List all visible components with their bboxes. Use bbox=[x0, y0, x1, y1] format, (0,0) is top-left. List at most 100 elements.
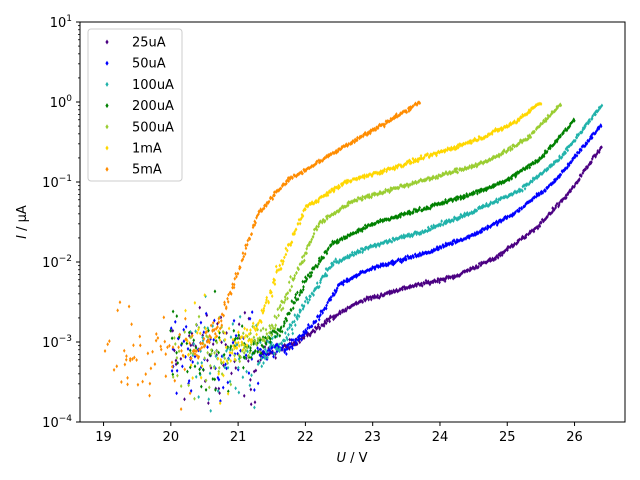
data-point bbox=[330, 242, 333, 247]
data-point bbox=[458, 142, 462, 147]
series-100uA bbox=[189, 103, 604, 413]
data-point bbox=[408, 182, 412, 187]
data-point bbox=[545, 214, 549, 219]
data-point bbox=[562, 130, 565, 135]
data-point bbox=[270, 290, 273, 295]
data-point bbox=[314, 285, 318, 290]
data-point bbox=[341, 257, 344, 262]
data-point bbox=[528, 181, 531, 186]
data-point bbox=[432, 202, 436, 207]
data-point bbox=[274, 264, 278, 269]
data-point bbox=[376, 171, 380, 176]
data-point bbox=[324, 321, 328, 326]
data-point bbox=[308, 297, 311, 302]
data-point bbox=[517, 238, 520, 243]
data-point bbox=[237, 365, 240, 370]
data-point bbox=[268, 349, 272, 354]
data-point bbox=[533, 104, 537, 109]
data-point bbox=[496, 221, 500, 226]
y-tick-base: 10 bbox=[42, 416, 59, 431]
data-point bbox=[346, 255, 349, 260]
data-point bbox=[204, 311, 208, 316]
data-point bbox=[369, 297, 373, 302]
data-point bbox=[237, 343, 241, 348]
series-500uA bbox=[171, 102, 563, 401]
data-point bbox=[208, 385, 211, 390]
data-point bbox=[269, 336, 272, 341]
data-point bbox=[575, 153, 579, 158]
data-point bbox=[218, 330, 221, 335]
data-point bbox=[204, 326, 208, 331]
data-point bbox=[262, 338, 266, 343]
data-point bbox=[171, 374, 175, 379]
data-point bbox=[488, 259, 492, 264]
data-point bbox=[245, 242, 249, 247]
data-point bbox=[325, 303, 328, 308]
data-point bbox=[232, 318, 236, 323]
data-point bbox=[216, 356, 220, 361]
data-point bbox=[270, 333, 273, 338]
data-point bbox=[312, 201, 316, 206]
data-point bbox=[398, 259, 402, 264]
data-point bbox=[203, 325, 206, 330]
data-point bbox=[419, 231, 423, 236]
data-point bbox=[301, 333, 305, 338]
data-point bbox=[516, 189, 520, 194]
data-point bbox=[305, 246, 309, 251]
data-point bbox=[448, 147, 451, 152]
data-point bbox=[475, 208, 479, 213]
data-point bbox=[310, 291, 314, 296]
data-point bbox=[176, 336, 180, 341]
data-point bbox=[591, 114, 594, 119]
data-point bbox=[508, 214, 512, 219]
data-point bbox=[541, 190, 545, 195]
data-point bbox=[171, 309, 175, 314]
data-point bbox=[211, 328, 214, 333]
data-point bbox=[177, 349, 181, 354]
data-point bbox=[386, 188, 390, 193]
data-point bbox=[281, 261, 285, 266]
data-point bbox=[507, 245, 510, 250]
data-point bbox=[353, 302, 356, 307]
data-point bbox=[401, 184, 405, 189]
data-point bbox=[289, 323, 293, 328]
data-point bbox=[325, 154, 328, 159]
data-point bbox=[246, 334, 249, 339]
data-point bbox=[528, 165, 532, 170]
data-point bbox=[219, 318, 223, 323]
data-point bbox=[273, 282, 277, 287]
data-points bbox=[103, 100, 604, 413]
data-point bbox=[353, 137, 357, 142]
data-point bbox=[259, 347, 263, 352]
data-point bbox=[184, 324, 188, 329]
data-point bbox=[352, 253, 356, 258]
data-point bbox=[594, 112, 597, 117]
data-point bbox=[523, 186, 527, 191]
data-point bbox=[371, 244, 375, 249]
data-point bbox=[588, 137, 592, 142]
data-point bbox=[551, 209, 555, 214]
data-point bbox=[280, 299, 283, 304]
data-point bbox=[229, 382, 233, 387]
y-tick-label: 100 bbox=[50, 94, 73, 111]
data-point bbox=[560, 199, 564, 204]
data-point bbox=[456, 216, 460, 221]
data-point bbox=[524, 235, 528, 240]
data-point bbox=[301, 287, 305, 292]
data-point bbox=[557, 204, 560, 209]
data-point bbox=[253, 350, 256, 355]
data-point bbox=[423, 281, 427, 286]
data-point bbox=[374, 127, 378, 132]
data-point bbox=[234, 386, 237, 391]
data-point bbox=[512, 143, 515, 148]
data-point bbox=[407, 255, 411, 260]
data-point bbox=[253, 348, 257, 353]
data-point bbox=[155, 331, 158, 336]
data-point bbox=[535, 103, 538, 108]
data-point bbox=[523, 204, 527, 209]
data-point bbox=[332, 317, 335, 322]
data-point bbox=[319, 312, 322, 317]
data-point bbox=[214, 339, 218, 344]
data-point bbox=[116, 308, 119, 313]
data-point bbox=[255, 213, 259, 218]
